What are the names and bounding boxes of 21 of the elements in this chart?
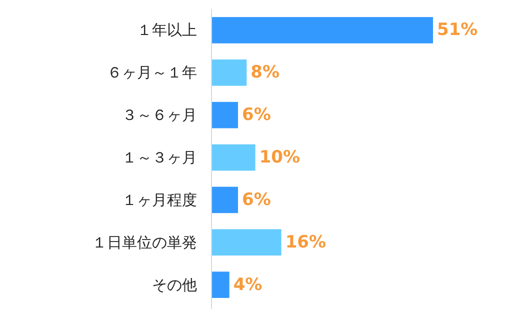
data-label: 6% [242, 105, 271, 126]
y-tick-label: その他 [152, 276, 197, 294]
bar [212, 229, 282, 256]
bar [212, 59, 247, 86]
data-label: 4% [233, 274, 262, 295]
y-tick-label: １～３ヶ月 [122, 148, 197, 166]
data-label: 10% [259, 148, 300, 168]
y-tick-label: １ヶ月程度 [122, 190, 197, 209]
bar [212, 17, 433, 44]
bar [212, 102, 238, 128]
y-tick-label: １日単位の単発 [92, 233, 197, 252]
y-tick-label: ６ヶ月～１年 [107, 64, 197, 82]
data-label: 6% [242, 190, 271, 210]
y-tick-label: １年以上 [137, 21, 197, 40]
bar [212, 272, 230, 298]
data-label: 51% [437, 20, 478, 40]
bar [212, 144, 256, 171]
data-label: 16% [285, 232, 326, 252]
y-tick-label: ３～６ヶ月 [122, 106, 197, 124]
bar [212, 186, 238, 214]
data-label: 8% [250, 62, 280, 83]
